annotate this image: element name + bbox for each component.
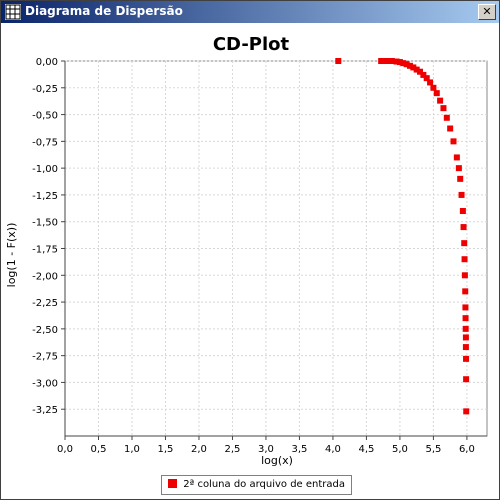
- data-point: [447, 125, 454, 132]
- x-tick-label: 3,5: [291, 444, 307, 455]
- data-point: [462, 288, 469, 295]
- x-tick-label: 2,5: [225, 444, 241, 455]
- data-point: [462, 334, 469, 341]
- x-tick-label: 2,0: [191, 444, 207, 455]
- legend-swatch: [168, 478, 177, 488]
- plot-background: [64, 60, 488, 437]
- y-tick-label: -0,25: [32, 84, 58, 95]
- data-point: [461, 272, 468, 279]
- y-tick-label: -0,50: [32, 111, 58, 122]
- y-tick-label: -3,25: [32, 405, 58, 416]
- y-tick-label: -3,00: [32, 378, 58, 389]
- x-tick-label: 4,0: [325, 444, 341, 455]
- y-axis-ticks: 0,00 -0,25 -0,50 -0,75 -1,00 -1,25 -1,50 -1,75 -…: [32, 57, 65, 416]
- data-point: [420, 71, 427, 78]
- x-tick-label: 1,0: [124, 444, 140, 455]
- data-point: [463, 355, 470, 362]
- x-axis-ticks: 0,0 0,5 1,0 1,5 2,0 2,5 3,0 3,5 4,0 4,5 5,0 5,5 6,0: [57, 436, 475, 455]
- close-button[interactable]: ✕: [478, 4, 496, 20]
- y-tick-label: -2,75: [32, 352, 58, 363]
- data-point: [459, 208, 466, 214]
- data-point: [383, 58, 390, 64]
- close-icon: ✕: [482, 5, 492, 18]
- chart-panel: CD-Plot 0,00 -0,25 -0,50 -0,75 -1,00 -1,25 -1,…: [1, 23, 499, 499]
- chart-app-icon: [5, 4, 21, 20]
- scatter-chart: CD-Plot 0,00 -0,25 -0,50 -0,75 -1,00 -1,25 -1,…: [5, 34, 488, 467]
- plot-area: [64, 60, 488, 437]
- series-points: [335, 58, 470, 415]
- y-tick-label: -0,75: [32, 137, 58, 148]
- x-axis-label: log(x): [261, 454, 293, 467]
- data-point: [458, 191, 465, 198]
- data-point: [462, 325, 469, 332]
- data-point: [461, 240, 468, 247]
- data-point: [396, 59, 403, 66]
- x-tick-label: 4,5: [358, 444, 374, 455]
- window-title: Diagrama de Dispersão: [25, 4, 183, 18]
- window-titlebar[interactable]: Diagrama de Dispersão ✕: [1, 1, 499, 23]
- chart-title: CD-Plot: [213, 34, 290, 55]
- data-point: [457, 175, 464, 182]
- data-point: [463, 376, 470, 383]
- y-tick-label: 0,00: [36, 57, 58, 68]
- y-tick-label: -1,75: [32, 245, 58, 256]
- x-tick-label: 0,5: [91, 444, 107, 455]
- data-point: [417, 68, 424, 75]
- data-point: [455, 165, 462, 172]
- data-point: [335, 58, 342, 64]
- data-point: [443, 114, 450, 121]
- x-tick-label: 5,0: [392, 444, 408, 455]
- y-tick-label: -1,00: [32, 164, 58, 175]
- data-point: [410, 64, 417, 71]
- y-tick-label: -1,25: [32, 191, 58, 202]
- data-point: [406, 62, 413, 69]
- legend: 2ª coluna do arquivo de entrada: [161, 475, 353, 495]
- y-tick-label: -1,50: [32, 218, 58, 229]
- data-point: [440, 105, 447, 112]
- data-point: [413, 66, 420, 73]
- data-point: [462, 344, 469, 351]
- data-point: [378, 58, 385, 64]
- data-point: [393, 58, 400, 65]
- x-tick-label: 0,0: [57, 444, 73, 455]
- data-point: [453, 154, 460, 161]
- data-point: [461, 256, 468, 263]
- data-point: [400, 60, 407, 67]
- data-point: [430, 84, 437, 91]
- data-point: [450, 138, 457, 145]
- data-point: [460, 224, 467, 231]
- x-tick-label: 5,5: [425, 444, 441, 455]
- x-tick-label: 3,0: [258, 444, 274, 455]
- y-tick-label: -2,50: [32, 325, 58, 336]
- data-point: [403, 61, 410, 68]
- data-point: [433, 90, 440, 97]
- x-tick-label: 1,5: [158, 444, 174, 455]
- data-point: [462, 304, 469, 311]
- data-point: [423, 75, 430, 82]
- y-tick-label: -2,00: [32, 271, 58, 282]
- x-tick-label: 6,0: [459, 444, 475, 455]
- data-point: [427, 79, 434, 86]
- data-point: [462, 315, 469, 322]
- data-point: [463, 408, 470, 415]
- data-point: [437, 97, 444, 104]
- y-tick-label: -2,25: [32, 298, 58, 309]
- data-point: [388, 58, 395, 64]
- legend-label: 2ª coluna do arquivo de entrada: [183, 479, 346, 490]
- y-axis-label: log(1 - F(x)): [5, 223, 18, 288]
